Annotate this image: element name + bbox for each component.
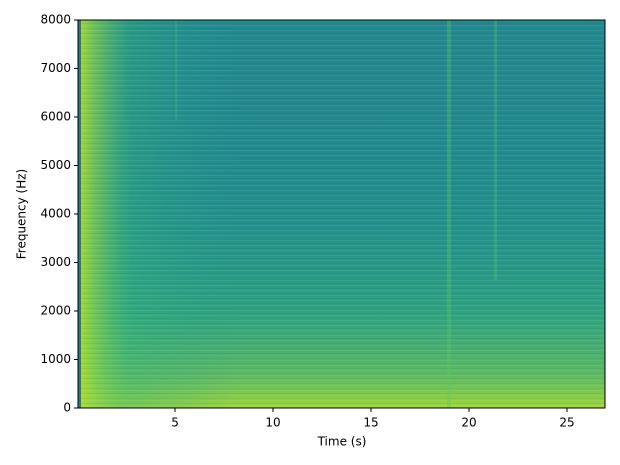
y-tick-label: 4000	[40, 207, 71, 221]
x-tick-label: 10	[265, 416, 280, 430]
y-tick-label: 0	[63, 401, 71, 415]
x-tick-label: 25	[559, 416, 574, 430]
spectrogram-image	[78, 20, 605, 408]
x-axis-label: Time (s)	[317, 435, 367, 449]
y-axis-label: Frequency (Hz)	[15, 169, 29, 260]
y-tick-label: 5000	[40, 158, 71, 172]
y-tick-label: 2000	[40, 304, 71, 318]
x-tick-label: 20	[461, 416, 476, 430]
x-tick-label: 15	[363, 416, 378, 430]
y-tick-label: 6000	[40, 110, 71, 124]
y-tick-label: 1000	[40, 352, 71, 366]
y-tick-label: 7000	[40, 61, 71, 75]
y-tick-label: 3000	[40, 255, 71, 269]
x-tick-label: 5	[171, 416, 179, 430]
y-tick-label: 8000	[40, 13, 71, 27]
